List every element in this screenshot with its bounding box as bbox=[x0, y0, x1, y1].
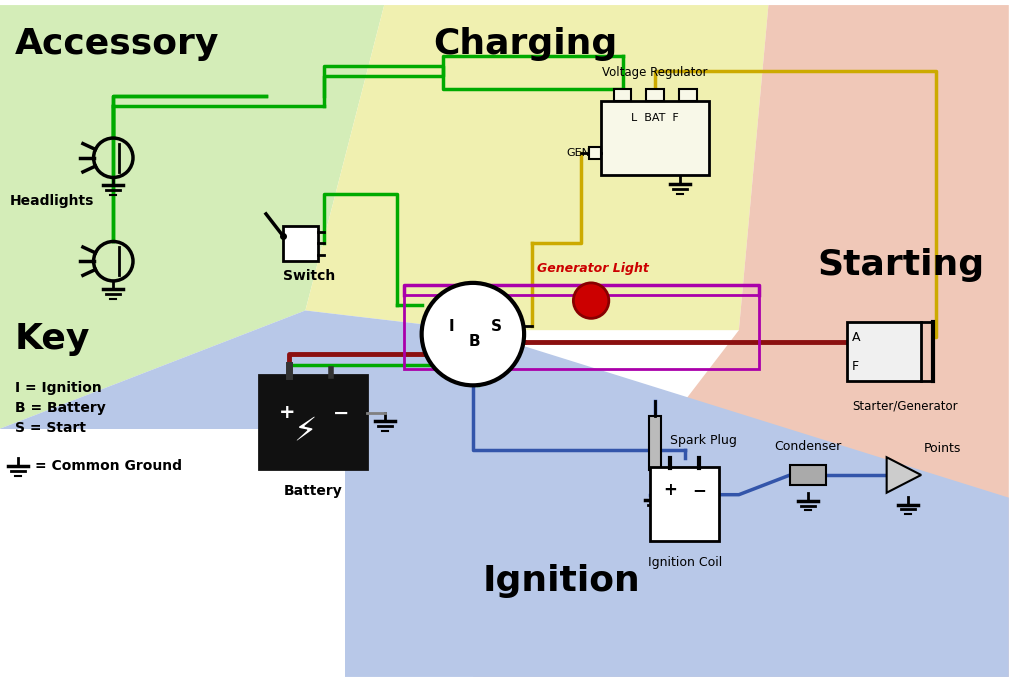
Text: = Common Ground: = Common Ground bbox=[36, 459, 182, 473]
Circle shape bbox=[573, 283, 609, 318]
Polygon shape bbox=[0, 310, 1009, 677]
Text: Points: Points bbox=[924, 443, 962, 456]
Text: Ignition: Ignition bbox=[482, 564, 640, 598]
Text: −: − bbox=[333, 404, 349, 422]
Circle shape bbox=[422, 283, 524, 385]
Text: GEN: GEN bbox=[566, 148, 591, 158]
Text: Charging: Charging bbox=[433, 27, 617, 61]
Text: S: S bbox=[492, 318, 502, 333]
Bar bbox=[791, 465, 825, 485]
Text: Battery: Battery bbox=[284, 484, 343, 498]
Bar bbox=[650, 467, 719, 541]
Text: S = Start: S = Start bbox=[14, 421, 86, 435]
Text: Voltage Regulator: Voltage Regulator bbox=[602, 66, 708, 79]
Bar bbox=[601, 101, 710, 175]
Polygon shape bbox=[0, 429, 345, 677]
Polygon shape bbox=[305, 5, 768, 330]
Text: L  BAT  F: L BAT F bbox=[631, 113, 679, 123]
Text: B: B bbox=[469, 334, 480, 349]
Text: Generator Light: Generator Light bbox=[537, 262, 649, 275]
Text: +: + bbox=[279, 404, 295, 422]
Text: Switch: Switch bbox=[283, 269, 335, 283]
Text: Spark Plug: Spark Plug bbox=[670, 434, 737, 447]
Bar bbox=[679, 89, 696, 101]
Bar bbox=[646, 89, 664, 101]
Text: Condenser: Condenser bbox=[774, 441, 842, 454]
Text: F: F bbox=[852, 360, 859, 373]
Text: Ignition Coil: Ignition Coil bbox=[647, 556, 722, 569]
Text: B = Battery: B = Battery bbox=[14, 401, 105, 415]
Polygon shape bbox=[887, 457, 922, 492]
Text: +: + bbox=[663, 481, 677, 499]
Text: Starting: Starting bbox=[818, 248, 985, 282]
Text: Starter/Generator: Starter/Generator bbox=[852, 399, 957, 412]
Bar bbox=[589, 147, 601, 159]
Bar bbox=[649, 416, 662, 470]
Text: I = Ignition: I = Ignition bbox=[14, 381, 101, 396]
Text: −: − bbox=[692, 481, 707, 499]
Bar bbox=[847, 323, 922, 381]
Bar bbox=[259, 376, 368, 469]
Text: Key: Key bbox=[14, 323, 90, 356]
Text: I: I bbox=[449, 318, 454, 333]
Text: Headlights: Headlights bbox=[10, 194, 94, 208]
Bar bbox=[283, 226, 318, 261]
Text: ⚡: ⚡ bbox=[294, 414, 317, 447]
Bar bbox=[652, 470, 658, 485]
Polygon shape bbox=[473, 5, 1009, 677]
Text: Accessory: Accessory bbox=[14, 27, 219, 61]
Bar bbox=[403, 295, 759, 368]
Bar bbox=[613, 89, 632, 101]
Polygon shape bbox=[0, 5, 384, 429]
Text: A: A bbox=[852, 331, 861, 344]
